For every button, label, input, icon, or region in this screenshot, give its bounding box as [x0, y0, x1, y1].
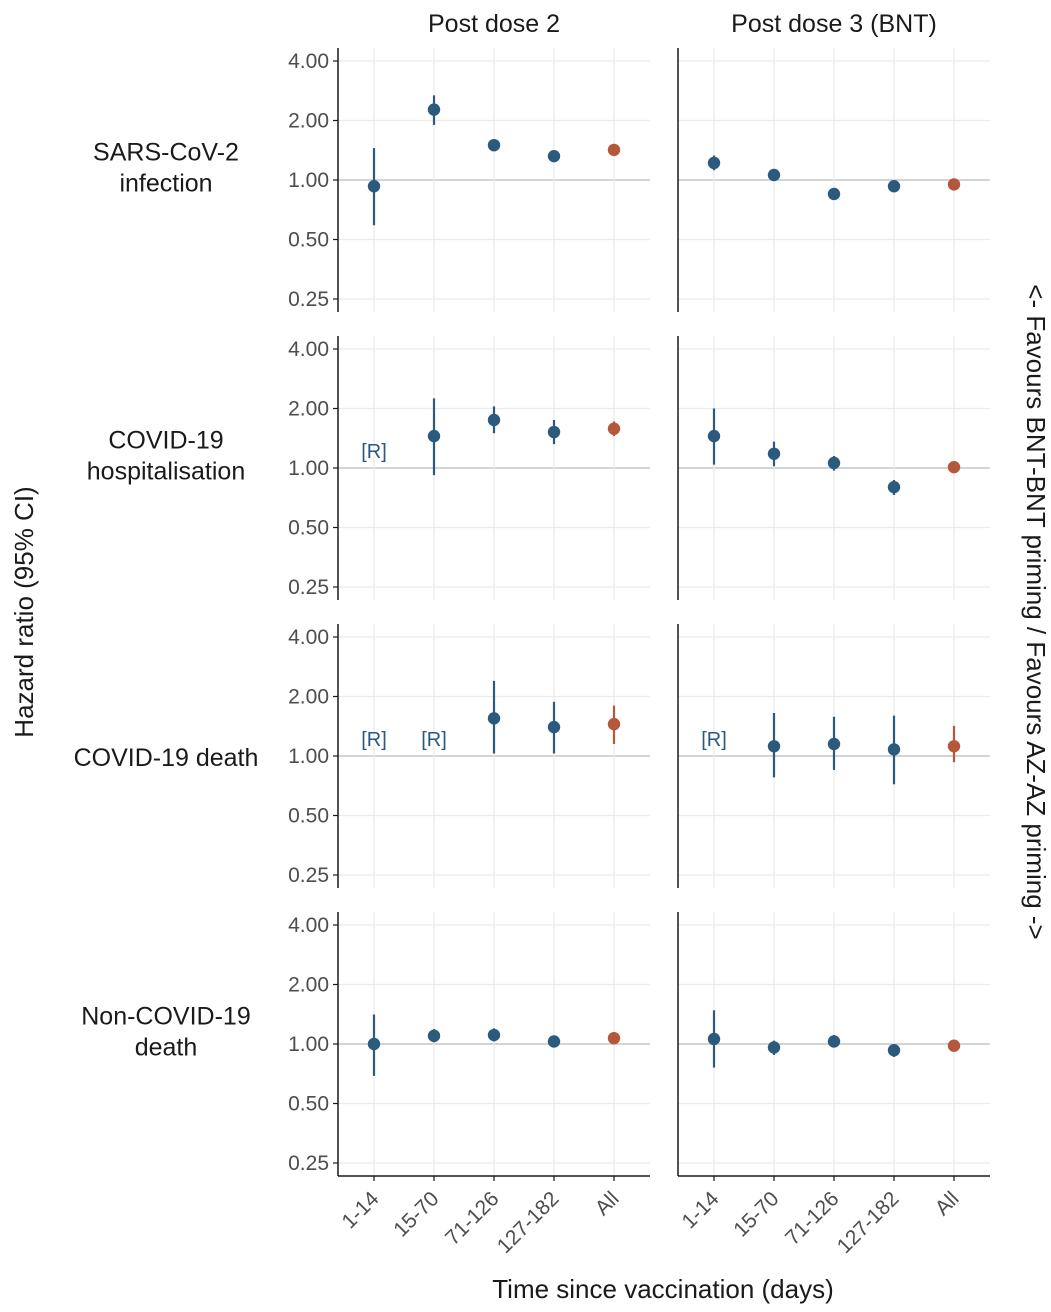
overall-estimate-point [607, 143, 621, 157]
overall-estimate-point [607, 1031, 621, 1045]
overall-estimate-point [947, 1039, 961, 1052]
y-tick-label: 4.00 [288, 50, 329, 73]
hazard-ratio-point [487, 413, 501, 427]
y-tick-label: 1.00 [288, 1033, 329, 1056]
row-label-line: SARS-CoV-2 [93, 139, 239, 167]
overall-estimate-point [607, 717, 621, 731]
overall-estimate-point [947, 460, 961, 474]
hazard-ratio-point [767, 168, 781, 182]
hazard-ratio-point [487, 138, 501, 152]
hazard-ratio-point [427, 1029, 441, 1043]
y-tick-label: 1.00 [288, 457, 329, 480]
y-tick-label: 1.00 [288, 745, 329, 768]
panel-row-label: SARS-CoV-2 infection [93, 139, 239, 198]
x-tick-label: 15-70 [729, 1187, 783, 1241]
y-tick-label: 2.00 [288, 110, 329, 133]
hazard-ratio-point [827, 456, 841, 470]
x-tick-label: All [591, 1187, 624, 1220]
row-label-line: infection [119, 170, 212, 198]
hazard-ratio-point [887, 180, 901, 193]
reference-category-label: [R] [361, 729, 387, 751]
y-tick-label: 4.00 [288, 914, 329, 937]
hazard-ratio-point [427, 429, 441, 443]
x-tick-label: All [931, 1187, 964, 1220]
hazard-ratio-point [427, 103, 441, 116]
hazard-ratio-point [367, 1037, 381, 1051]
hazard-ratio-point [547, 425, 561, 439]
x-tick-label: 15-70 [389, 1187, 443, 1241]
x-tick-label: 127-182 [493, 1187, 564, 1258]
hazard-ratio-point [767, 740, 781, 753]
y-tick-label: 2.00 [288, 398, 329, 421]
hazard-ratio-point [707, 156, 721, 170]
row-label-line: COVID-19 death [74, 744, 259, 772]
row-label-line: Non-COVID-19 [81, 1003, 251, 1031]
row-label-line: hospitalisation [87, 458, 245, 486]
panel-column-title: Post dose 2 [428, 10, 560, 38]
y-tick-label: 0.50 [288, 229, 329, 252]
hazard-ratio-point [887, 1044, 901, 1057]
hazard-ratio-point [767, 447, 781, 460]
y-tick-label: 0.50 [288, 805, 329, 828]
hazard-ratio-point [887, 743, 901, 756]
y-tick-label: 0.25 [288, 1152, 329, 1175]
hazard-ratio-point [887, 480, 901, 494]
overall-estimate-point [607, 422, 621, 435]
hazard-ratio-point [547, 149, 561, 163]
row-label-line: death [135, 1034, 198, 1062]
panel-row-label: Non-COVID-19 death [81, 1003, 251, 1062]
y-tick-label: 4.00 [288, 626, 329, 649]
hazard-ratio-point [827, 187, 841, 201]
hazard-ratio-point [487, 712, 501, 725]
y-tick-label: 2.00 [288, 974, 329, 997]
panel-row-label: COVID-19 hospitalisation [87, 427, 245, 486]
x-tick-label: 1-14 [678, 1187, 724, 1233]
hazard-ratio-point [707, 1032, 721, 1046]
hazard-ratio-point [827, 1035, 841, 1048]
y-tick-label: 1.00 [288, 169, 329, 192]
hazard-ratio-point [547, 1035, 561, 1048]
hazard-ratio-point [827, 737, 841, 751]
right-side-label: <- Favours BNT-BNT priming / Favours AZ-… [1021, 284, 1051, 939]
overall-estimate-point [947, 178, 961, 191]
hazard-ratio-point [487, 1028, 501, 1042]
panel-row-label: COVID-19 death [74, 744, 259, 772]
hazard-ratio-point [367, 180, 381, 193]
y-tick-label: 0.50 [288, 517, 329, 540]
y-tick-label: 2.00 [288, 686, 329, 709]
reference-category-label: [R] [701, 729, 727, 751]
y-axis-title: Hazard ratio (95% CI) [9, 486, 39, 737]
x-axis-title: Time since vaccination (days) [492, 1274, 834, 1304]
y-tick-label: 0.25 [288, 288, 329, 311]
y-tick-label: 4.00 [288, 338, 329, 361]
reference-category-label: [R] [421, 729, 447, 751]
y-tick-label: 0.25 [288, 576, 329, 599]
x-tick-label: 1-14 [338, 1187, 384, 1233]
hazard-ratio-point [707, 429, 721, 443]
panel-column-title: Post dose 3 (BNT) [731, 10, 937, 38]
y-tick-label: 0.50 [288, 1093, 329, 1116]
overall-estimate-point [947, 740, 961, 753]
hazard-ratio-point [767, 1041, 781, 1054]
hazard-ratio-point [547, 720, 561, 734]
y-tick-label: 0.25 [288, 864, 329, 887]
row-label-line: COVID-19 [108, 427, 223, 455]
reference-category-label: [R] [361, 441, 387, 463]
x-tick-label: 127-182 [833, 1187, 904, 1258]
